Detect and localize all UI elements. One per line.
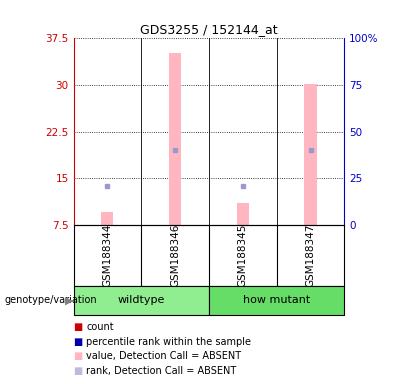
Text: percentile rank within the sample: percentile rank within the sample	[86, 337, 251, 347]
Bar	[169, 53, 181, 225]
Text: ■: ■	[74, 322, 83, 332]
Text: ■: ■	[74, 351, 83, 361]
Text: ▶: ▶	[65, 295, 73, 305]
Text: genotype/variation: genotype/variation	[4, 295, 97, 305]
Text: ■: ■	[74, 337, 83, 347]
Text: rank, Detection Call = ABSENT: rank, Detection Call = ABSENT	[86, 366, 236, 376]
FancyBboxPatch shape	[209, 286, 344, 315]
Text: how mutant: how mutant	[243, 295, 310, 306]
Text: wildtype: wildtype	[118, 295, 165, 306]
Bar	[101, 212, 113, 225]
Text: value, Detection Call = ABSENT: value, Detection Call = ABSENT	[86, 351, 241, 361]
FancyBboxPatch shape	[74, 286, 209, 315]
Text: GSM188344: GSM188344	[102, 223, 113, 287]
Title: GDS3255 / 152144_at: GDS3255 / 152144_at	[140, 23, 278, 36]
Text: GSM188346: GSM188346	[170, 223, 180, 287]
Text: count: count	[86, 322, 114, 332]
Bar	[304, 84, 317, 225]
Text: ■: ■	[74, 366, 83, 376]
Text: GSM188347: GSM188347	[305, 223, 315, 287]
Text: GSM188345: GSM188345	[238, 223, 248, 287]
Bar	[237, 203, 249, 225]
